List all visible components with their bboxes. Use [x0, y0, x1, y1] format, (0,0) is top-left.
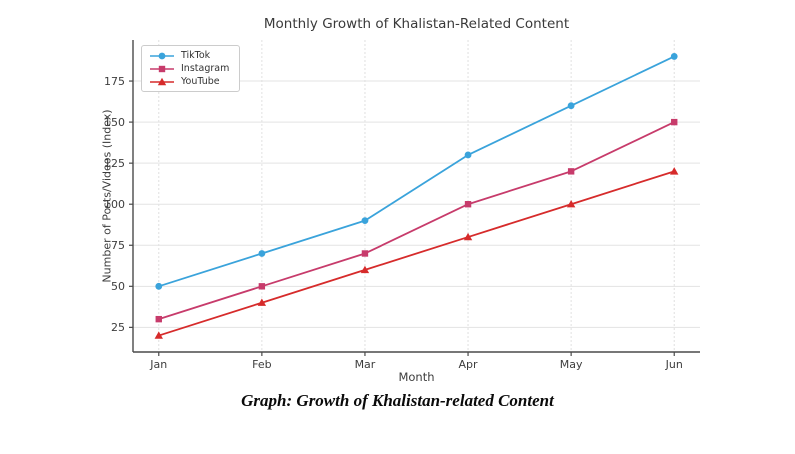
series-line	[158, 121, 675, 321]
y-tick-label: 100	[104, 198, 125, 211]
data-point-square	[464, 201, 472, 208]
legend: TikTok Instagram YouTube	[141, 45, 241, 92]
data-point-circle	[464, 151, 472, 159]
data-point-triangle	[566, 200, 576, 208]
data-point-circle	[155, 282, 163, 290]
legend-item-instagram: Instagram	[149, 63, 229, 74]
axis-ticks: 25 50 75 100 125 150 175 Jan Feb Mar Apr May Jun	[104, 75, 683, 371]
x-tick-label: Mar	[355, 358, 376, 371]
y-axis-label: Number of Posts/Videos (Index)	[100, 109, 114, 283]
y-tick-label: 75	[111, 239, 125, 252]
legend-item-youtube: YouTube	[149, 76, 229, 87]
data-point-circle	[258, 250, 266, 257]
data-point-square	[155, 315, 162, 323]
series-line	[158, 55, 675, 288]
data-point-circle	[567, 102, 575, 110]
legend-label: Instagram	[181, 63, 230, 74]
y-tick-label: 125	[104, 157, 125, 170]
data-point-circle	[158, 52, 166, 59]
legend-marker-circle-icon	[150, 52, 174, 59]
y-tick-label: 175	[104, 75, 125, 88]
y-tick-label: 25	[111, 321, 125, 334]
legend-marker-triangle-icon	[150, 77, 174, 85]
data-point-triangle	[154, 331, 163, 339]
series-line	[158, 170, 675, 337]
data-point-square	[567, 168, 575, 175]
data-point-circle	[670, 53, 678, 60]
data-point-triangle	[463, 232, 473, 241]
figure-caption: Graph: Growth of Khalistan-related Conte…	[241, 391, 554, 410]
series-tiktok	[155, 53, 678, 290]
chart-title: Monthly Growth of Khalistan-Related Cont…	[263, 16, 570, 32]
x-tick-label: May	[560, 358, 583, 371]
legend-label: YouTube	[181, 76, 220, 87]
x-tick-label: Apr	[459, 358, 479, 371]
data-point-square	[258, 283, 266, 290]
legend-marker-square-icon	[150, 65, 174, 72]
line-chart-plot-area: 25 50 75 100 125 150 175 Jan Feb Mar Apr May Jun	[104, 40, 700, 371]
legend-label: TikTok	[181, 50, 211, 61]
data-point-triangle	[157, 77, 167, 85]
x-axis-label: Month	[398, 370, 435, 384]
series-youtube	[154, 167, 679, 339]
legend-item-tiktok: TikTok	[149, 50, 229, 61]
y-tick-label: 50	[111, 280, 125, 293]
x-tick-label: Jun	[665, 358, 683, 371]
data-point-circle	[361, 217, 369, 225]
data-point-triangle	[257, 298, 267, 306]
data-point-triangle	[360, 265, 370, 274]
x-tick-label: Feb	[252, 358, 271, 371]
data-point-square	[671, 118, 678, 126]
y-tick-label: 150	[104, 116, 125, 129]
x-tick-label: Jan	[149, 358, 167, 371]
data-point-triangle	[670, 167, 679, 175]
data-point-square	[158, 65, 166, 72]
data-point-square	[361, 250, 369, 257]
series-instagram	[155, 118, 678, 323]
